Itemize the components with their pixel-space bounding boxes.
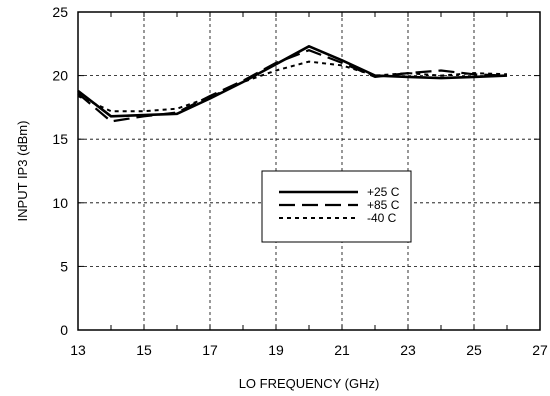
x-tick-label: 17: [202, 342, 218, 358]
y-tick-label: 5: [60, 258, 68, 274]
plot-frame: [77, 11, 541, 331]
x-tick-label: 25: [466, 342, 482, 358]
legend-label-1: +85 C: [367, 198, 400, 212]
y-tick-label: 0: [60, 322, 68, 338]
y-tick-label: 20: [52, 68, 68, 84]
x-tick-label: 15: [136, 342, 152, 358]
series-line-1: [77, 49, 508, 123]
series-line-0: [77, 44, 508, 118]
x-tick-labels: 13 15 17 19 21 23 25 27: [70, 342, 548, 358]
legend: +25 C+85 C-40 C: [261, 170, 412, 243]
x-tick-label: 19: [268, 342, 284, 358]
x-axis-title: LO FREQUENCY (GHz): [239, 376, 380, 391]
series-line-2: [77, 60, 508, 113]
y-axis-title: INPUT IP3 (dBm): [15, 121, 30, 222]
y-tick-label: 10: [52, 195, 68, 211]
legend-label-2: -40 C: [367, 211, 397, 225]
legend-box: [261, 170, 412, 243]
y-tick-labels: 0 5 10 15 20 25: [52, 4, 68, 338]
grid-lines: [78, 12, 540, 330]
x-tick-label: 27: [532, 342, 548, 358]
x-tick-label: 21: [334, 342, 350, 358]
x-tick-label: 13: [70, 342, 86, 358]
y-tick-label: 25: [52, 4, 68, 20]
x-tick-label: 23: [400, 342, 416, 358]
legend-label-0: +25 C: [367, 185, 400, 199]
y-tick-label: 15: [52, 131, 68, 147]
series-lines: [77, 44, 508, 123]
